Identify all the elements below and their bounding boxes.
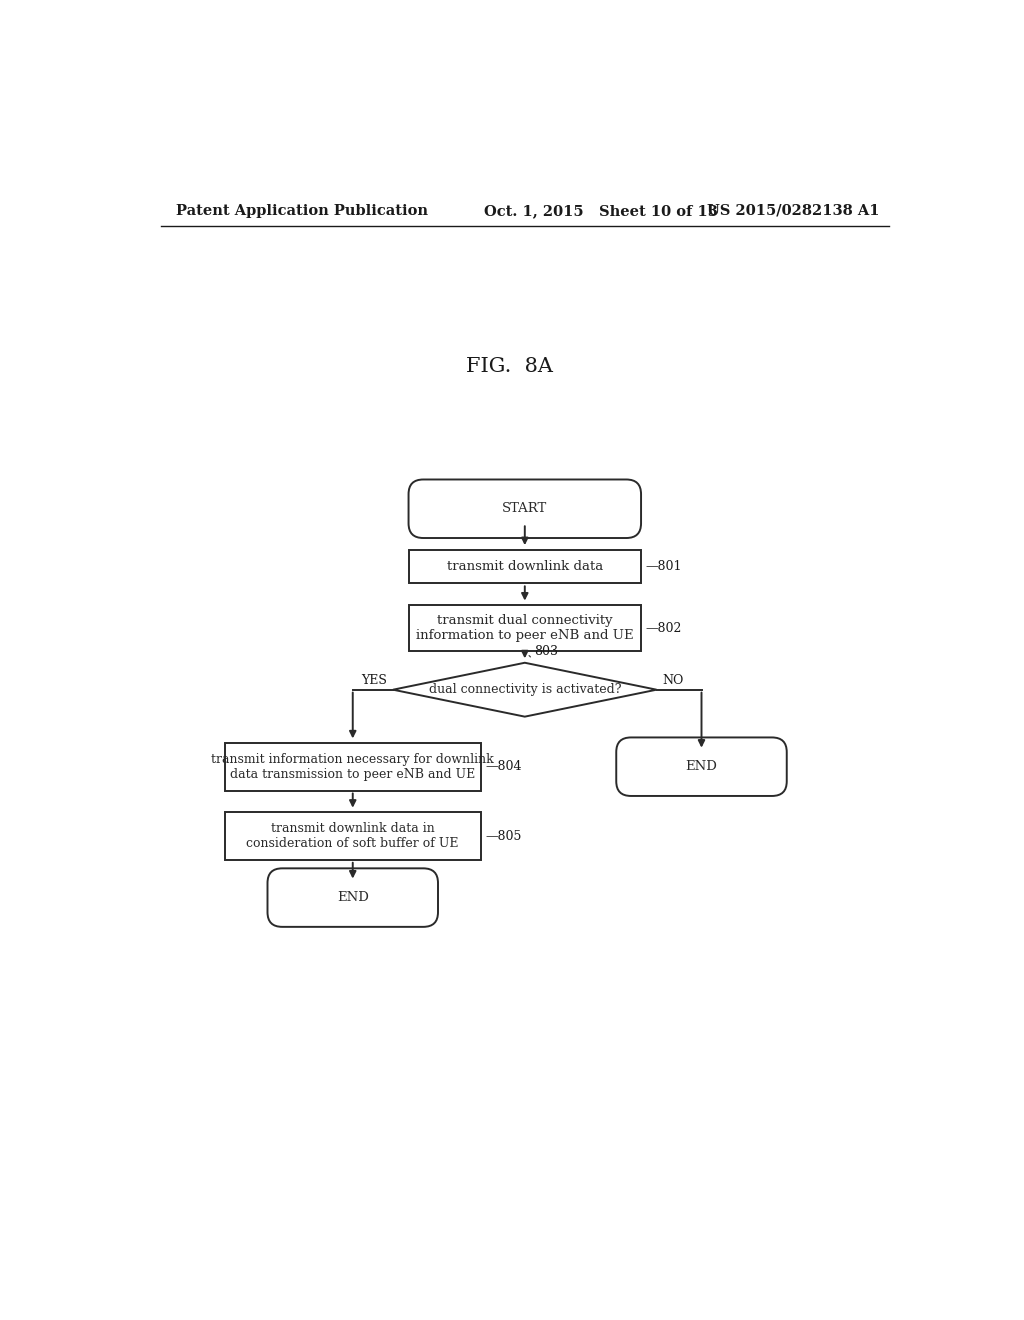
FancyBboxPatch shape <box>616 738 786 796</box>
FancyBboxPatch shape <box>409 479 641 539</box>
Bar <box>409 605 641 651</box>
Text: —805: —805 <box>485 829 521 842</box>
Polygon shape <box>393 663 656 717</box>
Text: 803: 803 <box>535 645 558 659</box>
Text: —801: —801 <box>646 560 682 573</box>
FancyBboxPatch shape <box>267 869 438 927</box>
Text: —802: —802 <box>646 622 682 635</box>
Text: transmit dual connectivity
information to peer eNB and UE: transmit dual connectivity information t… <box>416 614 634 642</box>
Text: END: END <box>337 891 369 904</box>
Text: END: END <box>685 760 718 774</box>
Text: dual connectivity is activated?: dual connectivity is activated? <box>429 684 621 696</box>
Text: START: START <box>502 502 548 515</box>
Text: YES: YES <box>361 675 387 686</box>
Text: US 2015/0282138 A1: US 2015/0282138 A1 <box>708 203 880 218</box>
Text: FIG.  8A: FIG. 8A <box>466 356 553 376</box>
Text: —804: —804 <box>485 760 522 774</box>
Bar <box>225 812 480 859</box>
Bar <box>409 549 641 583</box>
Text: transmit downlink data: transmit downlink data <box>446 560 603 573</box>
Text: Oct. 1, 2015   Sheet 10 of 13: Oct. 1, 2015 Sheet 10 of 13 <box>484 203 719 218</box>
Text: Patent Application Publication: Patent Application Publication <box>176 203 428 218</box>
Bar <box>225 743 480 791</box>
Text: NO: NO <box>663 675 684 686</box>
Text: transmit downlink data in
consideration of soft buffer of UE: transmit downlink data in consideration … <box>247 822 459 850</box>
Text: transmit information necessary for downlink
data transmission to peer eNB and UE: transmit information necessary for downl… <box>211 752 495 780</box>
